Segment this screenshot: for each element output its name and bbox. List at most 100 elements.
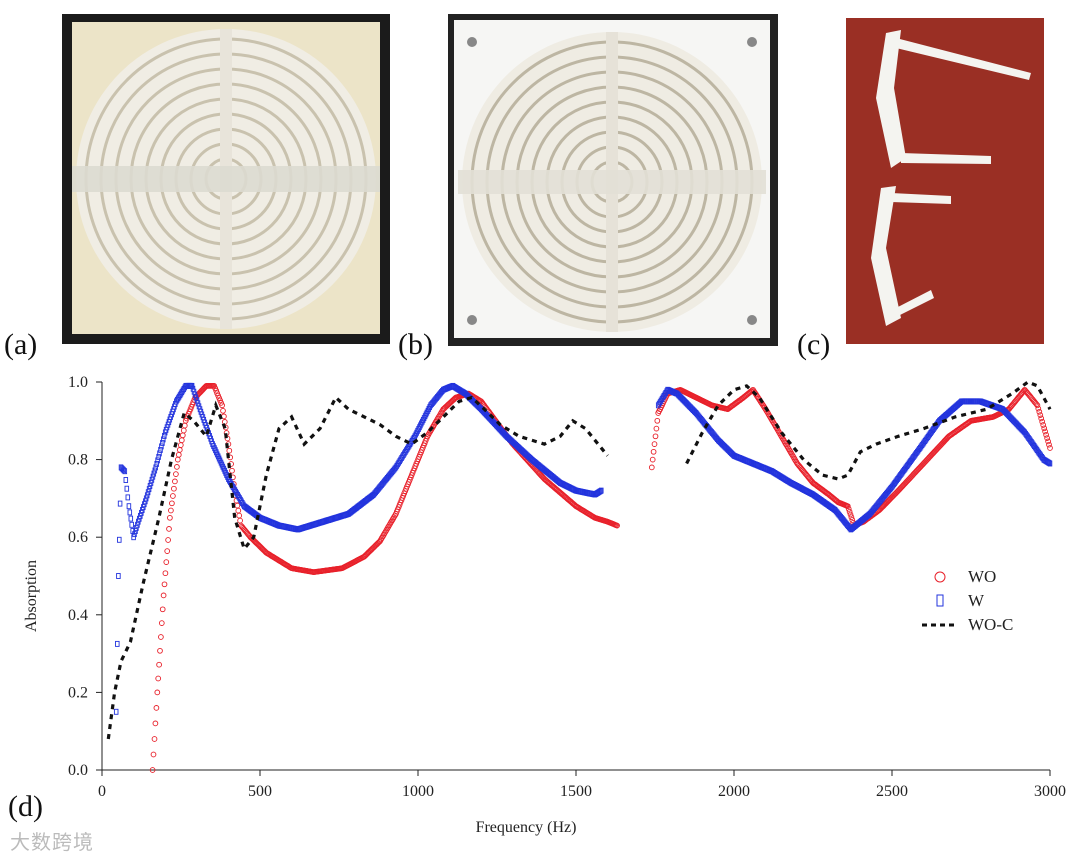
point-w (124, 485, 130, 492)
point-wo (226, 447, 233, 454)
legend-label-wo: WO (968, 567, 996, 586)
x-tick-label: 1000 (402, 783, 434, 800)
series-line-wo-c (106, 394, 609, 740)
point-wo (1043, 431, 1049, 438)
point-w (156, 453, 161, 460)
point-wo (155, 675, 162, 682)
point-wo (1038, 415, 1045, 422)
point-wo (1034, 402, 1041, 409)
point-w (599, 487, 604, 494)
legend-marker-w (936, 594, 944, 607)
point-w (160, 439, 165, 446)
point-w (1047, 460, 1053, 467)
panel-label-a: (a) (4, 328, 38, 361)
point-wo (213, 387, 220, 394)
point-w (132, 531, 137, 538)
x-tick-label: 3000 (1034, 783, 1066, 800)
point-wo (217, 397, 223, 404)
point-w (135, 521, 140, 528)
point-wo (219, 402, 225, 409)
legend-label-w: W (968, 591, 985, 610)
point-wo (174, 456, 181, 463)
x-tick-label: 1500 (560, 783, 592, 800)
point-wo (614, 522, 620, 529)
point-w (134, 524, 139, 531)
point-w (146, 486, 152, 493)
panel-label-c: (c) (797, 328, 831, 361)
point-wo (165, 537, 171, 543)
point-wo (172, 478, 178, 485)
point-w (149, 476, 155, 483)
point-wo (180, 427, 187, 434)
point-wo (1036, 408, 1043, 415)
point-w (127, 509, 133, 516)
point-wo (181, 422, 188, 429)
series-w (113, 382, 1053, 715)
point-wo (179, 432, 186, 439)
point-wo (1045, 438, 1051, 445)
point-w (126, 503, 132, 510)
point-wo (1039, 418, 1046, 425)
point-w (131, 534, 136, 541)
point-wo (882, 501, 888, 508)
point-wo (151, 736, 158, 742)
chart-series-layer (106, 380, 1053, 773)
point-wo (171, 485, 177, 492)
point-wo (1047, 445, 1053, 451)
point-wo (177, 442, 184, 448)
y-tick-label: 0.2 (68, 684, 88, 701)
legend-label-wo-c: WO-C (968, 615, 1013, 634)
point-wo (229, 467, 235, 474)
point-w (152, 467, 158, 474)
point-w (161, 436, 166, 443)
legend-marker-wo (934, 571, 946, 583)
point-wo (174, 464, 180, 470)
point-wo (1040, 422, 1047, 428)
series-line-wo-c (685, 380, 1052, 481)
point-wo (220, 407, 226, 414)
point-wo (845, 506, 852, 512)
point-wo (846, 508, 853, 515)
point-w (159, 443, 164, 450)
point-wo (652, 433, 659, 440)
point-wo (168, 507, 174, 514)
point-wo (150, 751, 157, 758)
series-wo (149, 383, 1053, 773)
point-wo (654, 417, 661, 424)
point-wo (650, 448, 657, 455)
point-wo (162, 570, 169, 577)
point-wo (153, 705, 160, 711)
point-w (117, 536, 122, 543)
point-wo (170, 493, 176, 499)
y-axis-title: Absorption (23, 560, 40, 632)
point-w (122, 468, 128, 475)
point-w (116, 573, 121, 579)
x-axis-title: Frequency (Hz) (476, 819, 577, 836)
point-w (148, 479, 154, 486)
point-w (143, 495, 149, 502)
point-wo (1046, 441, 1052, 448)
point-wo (648, 464, 655, 471)
panel-label-b: (b) (398, 328, 433, 361)
point-wo (885, 497, 892, 504)
point-wo (164, 548, 171, 554)
point-w (150, 473, 156, 480)
point-wo (169, 500, 175, 507)
y-tick-label: 0.8 (68, 452, 88, 469)
x-tick-label: 2000 (718, 783, 750, 800)
y-tick-label: 1.0 (68, 374, 88, 391)
point-wo (160, 592, 167, 599)
point-wo (1041, 425, 1048, 432)
point-wo (154, 689, 161, 696)
y-tick-label: 0.6 (68, 529, 88, 546)
point-wo (847, 511, 854, 518)
point-wo (159, 606, 166, 613)
point-wo (158, 634, 164, 640)
point-w (154, 460, 159, 467)
point-wo (1042, 428, 1048, 435)
point-wo (848, 514, 855, 521)
point-wo (1044, 435, 1050, 441)
point-wo (161, 581, 168, 588)
x-tick-label: 500 (248, 783, 272, 800)
point-w (1046, 459, 1052, 466)
